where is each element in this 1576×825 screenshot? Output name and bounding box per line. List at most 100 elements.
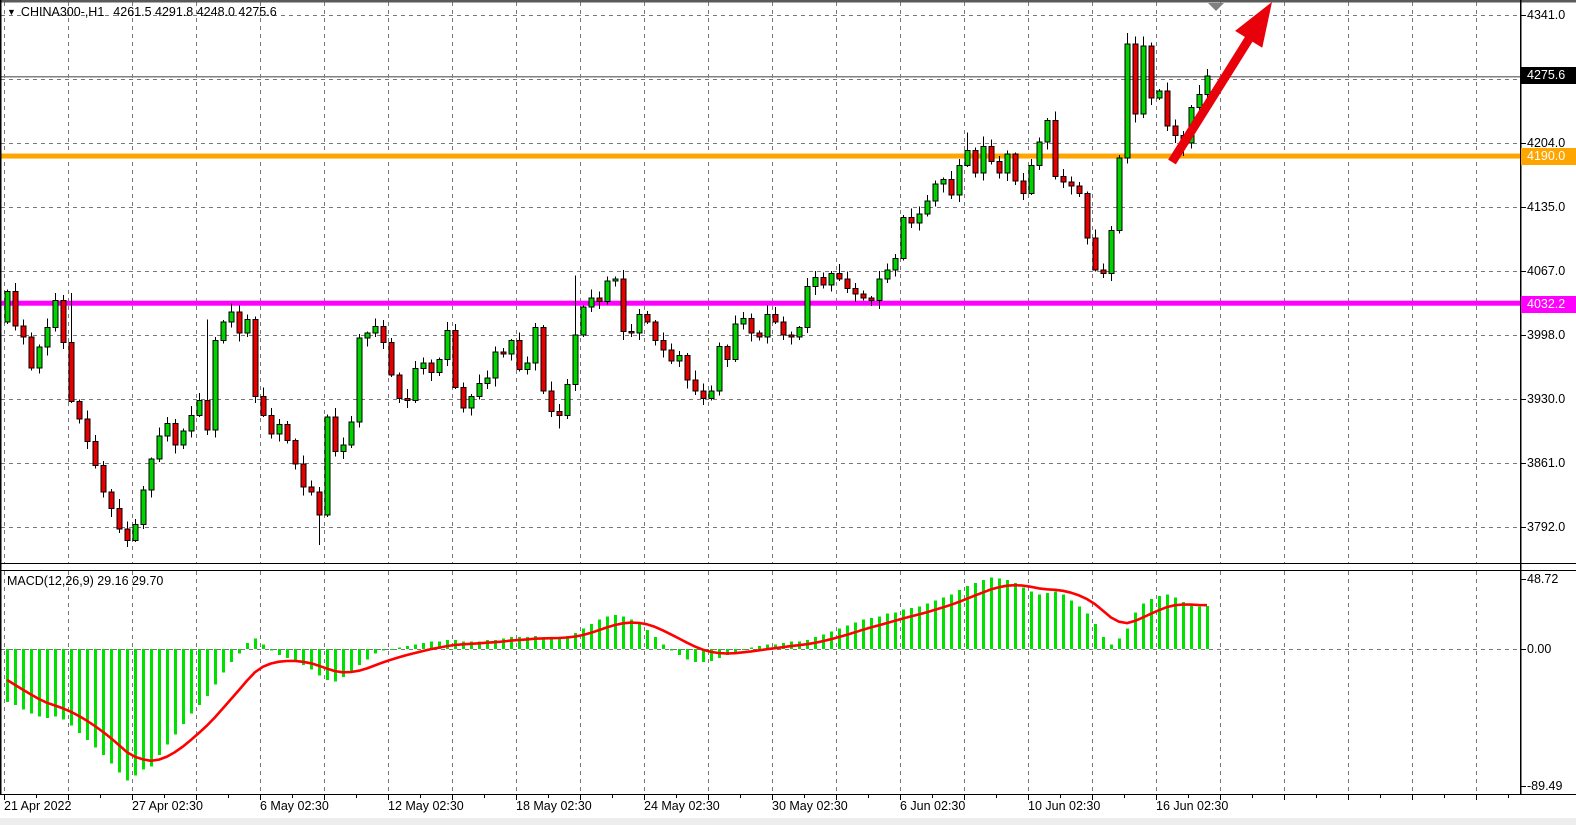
macd-histogram-bar [54, 649, 57, 717]
macd-histogram-bar [310, 649, 313, 670]
candle-bull [740, 317, 747, 325]
macd-histogram-bar [902, 609, 905, 649]
macd-histogram-bar [870, 618, 873, 649]
panel-borders [0, 0, 1576, 796]
candle-bull [940, 178, 947, 185]
candle-bear [1084, 192, 1091, 239]
macd-histogram-bar [726, 649, 729, 655]
candle-bull [956, 164, 963, 196]
macd-histogram-bar [1062, 594, 1065, 649]
candle-bull [444, 329, 451, 360]
time-axis-label: 27 Apr 02:30 [132, 799, 203, 813]
price-axis-label: 3792.0 [1527, 520, 1566, 534]
candle-bull [36, 346, 43, 369]
candle-bull [180, 430, 187, 446]
macd-histogram-bar [22, 649, 25, 710]
macd-histogram-bar [1158, 596, 1161, 649]
candle-bull [44, 327, 51, 348]
candle-bear [108, 491, 115, 510]
candle-bull [892, 258, 899, 271]
resistance-line[interactable] [0, 153, 1520, 159]
trend-arrow-annotation[interactable] [1168, 2, 1272, 165]
candle-bull [580, 306, 587, 336]
macd-histogram-bar [326, 649, 329, 680]
support-line[interactable] [0, 300, 1520, 306]
candle-bear [1100, 269, 1107, 275]
macd-histogram-bar [758, 646, 761, 649]
macd-histogram-bar [558, 637, 561, 649]
symbol-dropdown-triangle-icon[interactable]: ▼ [7, 7, 16, 17]
candle-bear [308, 486, 315, 493]
macd-histogram-bar [78, 649, 81, 733]
macd-histogram-bar [174, 649, 177, 735]
candle-bear [756, 332, 763, 338]
candle-bull [676, 355, 683, 362]
candle-bear [788, 334, 795, 338]
candle-bull [532, 327, 539, 364]
candle-bear [428, 362, 435, 373]
candle-bear [204, 399, 211, 431]
candle-bear [860, 293, 867, 299]
candles-layer[interactable] [4, 32, 1211, 547]
candle-bull [924, 200, 931, 215]
candle-bull [484, 377, 491, 385]
macd-histogram-bar [574, 632, 577, 649]
macd-histogram-bar [846, 625, 849, 649]
macd-histogram-bar [126, 649, 129, 781]
chart-title-symbol-timeframe: CHINA300-,H1 [20, 5, 105, 19]
macd-histogram-bar [1182, 601, 1185, 649]
candle-bear [1076, 185, 1083, 194]
macd-histogram-bar [622, 616, 625, 649]
candle-bear [76, 400, 83, 420]
candle-bull [52, 300, 59, 329]
macd-histogram-bar [406, 646, 409, 649]
candle-bear [1020, 180, 1027, 194]
macd-histogram-bar [734, 649, 737, 652]
candle-bear [28, 336, 35, 369]
candle-bull [884, 269, 891, 280]
macd-histogram-bar [470, 641, 473, 649]
macd-histogram-bar [950, 594, 953, 649]
grid-lines [1, 2, 1520, 794]
macd-histogram-bar [102, 649, 105, 755]
macd-histogram-bar [926, 603, 929, 649]
time-axis-label: 6 Jun 02:30 [900, 799, 966, 813]
time-axis-label: 6 May 02:30 [260, 799, 329, 813]
candle-bear [772, 314, 779, 323]
candle-bear [380, 326, 387, 344]
candle-bear [596, 297, 603, 303]
candle-bear [1060, 176, 1067, 183]
price-axis-label: 3998.0 [1527, 328, 1566, 342]
macd-axis-label: 0.00 [1527, 642, 1552, 656]
macd-histogram-bar [702, 649, 705, 663]
macd-histogram-bar [86, 649, 89, 741]
macd-histogram-bar [1014, 582, 1017, 649]
candle-bull [220, 321, 227, 342]
candle-bear [844, 278, 851, 289]
candle-bear [68, 342, 75, 402]
scroll-end-marker-icon[interactable] [1208, 3, 1224, 11]
macd-histogram-bar [478, 641, 481, 649]
macd-histogram-bar [230, 649, 233, 663]
candle-bear [820, 276, 827, 286]
candle-bull [348, 421, 355, 446]
macd-histogram-bar [414, 644, 417, 649]
macd-histogram-bar [486, 640, 489, 649]
candle-bear [908, 217, 915, 224]
candle-bull [1044, 120, 1051, 143]
candle-bull [1116, 157, 1123, 232]
candle-bull [420, 362, 427, 370]
macd-histogram-bar [670, 649, 673, 651]
candle-bull [980, 146, 987, 174]
macd-histogram-bar [118, 649, 121, 773]
candle-bull [708, 390, 715, 400]
macd-histogram-bar [438, 641, 441, 649]
candle-bull [364, 332, 371, 339]
candle-bear [84, 418, 91, 442]
macd-layer[interactable] [6, 577, 1209, 781]
candle-bull [492, 351, 499, 379]
candle-bull [508, 340, 515, 355]
candle-bear [300, 463, 307, 488]
macd-histogram-bar [982, 579, 985, 649]
